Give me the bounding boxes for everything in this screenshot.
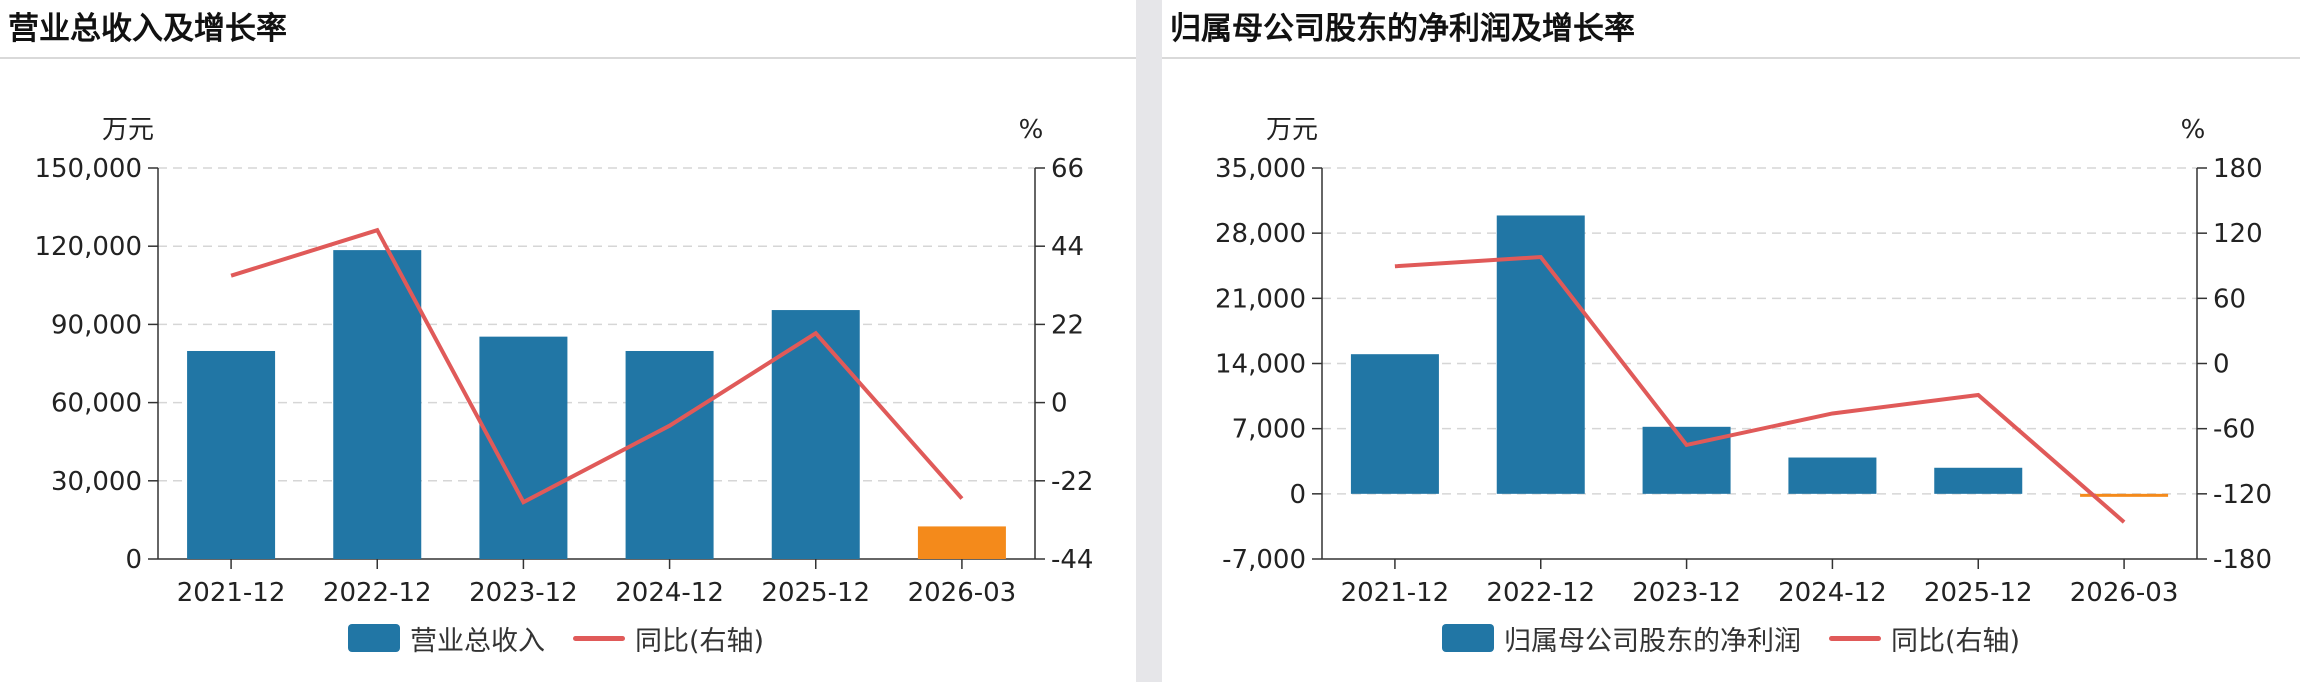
- left-tick-label: 35,000: [1215, 154, 1306, 184]
- left-tick-label: 0: [125, 545, 142, 575]
- chart-legend: 归属母公司股东的净利润 同比(右轴): [1442, 618, 2020, 658]
- right-tick-label: 44: [1051, 232, 1084, 262]
- chart-legend: 营业总收入 同比(右轴): [348, 618, 764, 658]
- revenue-panel: 营业总收入及增长率 万元% 0 30,000 60,000 90,000 120,000 1…: [0, 0, 1136, 682]
- title-divider: [0, 57, 1136, 59]
- title-divider: [1162, 57, 2300, 59]
- left-tick-label: 120,000: [34, 232, 142, 262]
- right-tick-label: 120: [2213, 219, 2263, 249]
- x-tick-label: 2025-12: [1924, 578, 2033, 608]
- left-tick-label: 21,000: [1215, 284, 1306, 314]
- chart-title: 归属母公司股东的净利润及增长率: [1170, 11, 1635, 47]
- x-tick-label: 2024-12: [615, 578, 724, 608]
- chart-title: 营业总收入及增长率: [8, 11, 287, 47]
- right-tick-label: 180: [2213, 154, 2263, 184]
- x-tick-label: 2026-03: [908, 578, 1017, 608]
- growth-line: [1394, 254, 2126, 524]
- bar: [1788, 457, 1877, 494]
- legend-label-line: 同比(右轴): [1891, 625, 2021, 657]
- right-tick-label: -60: [2213, 415, 2255, 445]
- right-tick-label: 66: [1051, 154, 1084, 184]
- left-tick-label: 90,000: [51, 310, 142, 340]
- x-tick-label: 2022-12: [323, 578, 432, 608]
- legend-item-line[interactable]: 同比(右轴): [573, 619, 764, 658]
- net-profit-panel: 归属母公司股东的净利润及增长率 万元% -7,000 0 7,000 14,000 21,…: [1162, 0, 2300, 682]
- x-tick-label: 2021-12: [177, 578, 286, 608]
- right-axis-unit: %: [2181, 115, 2206, 145]
- right-tick-label: -22: [1051, 467, 1093, 497]
- left-axis-unit: 万元: [102, 115, 154, 145]
- x-tick-label: 2026-03: [2070, 578, 2179, 608]
- bar: [1496, 215, 1585, 494]
- bar: [625, 350, 714, 559]
- legend-label-bar: 归属母公司股东的净利润: [1504, 625, 1801, 657]
- bar: [187, 350, 276, 559]
- legend-item-line[interactable]: 同比(右轴): [1829, 619, 2020, 658]
- legend-label-bar: 营业总收入: [410, 625, 545, 657]
- right-tick-label: 60: [2213, 284, 2246, 314]
- x-tick-label: 2023-12: [469, 578, 578, 608]
- right-tick-label: -120: [2213, 480, 2272, 510]
- bar: [1350, 354, 1439, 494]
- x-tick-label: 2023-12: [1632, 578, 1741, 608]
- left-tick-label: -7,000: [1222, 545, 1306, 575]
- legend-item-bar[interactable]: 营业总收入: [348, 619, 545, 658]
- left-tick-label: 7,000: [1232, 415, 1306, 445]
- legend-bar-swatch: [1442, 624, 1494, 652]
- bar: [2080, 493, 2169, 497]
- legend-label-line: 同比(右轴): [635, 625, 765, 657]
- left-tick-label: 150,000: [34, 154, 142, 184]
- bar: [333, 250, 422, 560]
- left-axis-unit: 万元: [1266, 115, 1318, 145]
- left-tick-label: 60,000: [51, 389, 142, 419]
- legend-item-bar[interactable]: 归属母公司股东的净利润: [1442, 619, 1801, 658]
- legend-line-swatch: [573, 635, 625, 641]
- right-tick-label: 0: [2213, 350, 2230, 380]
- x-tick-label: 2021-12: [1341, 578, 1450, 608]
- left-tick-label: 30,000: [51, 467, 142, 497]
- panel-divider: [1136, 0, 1162, 682]
- left-tick-label: 14,000: [1215, 350, 1306, 380]
- x-tick-label: 2025-12: [761, 578, 870, 608]
- growth-line: [230, 227, 964, 505]
- left-tick-label: 28,000: [1215, 219, 1306, 249]
- right-tick-label: 22: [1051, 310, 1084, 340]
- right-tick-label: -44: [1051, 545, 1093, 575]
- net-profit-chart: 万元 % -7,000 0 7,000 14,000 21,000 28,000 35,000 -…: [1215, 115, 2272, 608]
- bar: [771, 310, 860, 559]
- bar: [1934, 467, 2023, 494]
- legend-bar-swatch: [348, 624, 400, 652]
- right-tick-label: 0: [1051, 389, 1068, 419]
- bar: [917, 526, 1006, 559]
- x-tick-label: 2022-12: [1486, 578, 1595, 608]
- right-tick-label: -180: [2213, 545, 2272, 575]
- revenue-chart: 万元 % 0 30,000 60,000 90,000 120,000 150,000 -44 -…: [34, 115, 1093, 608]
- right-axis-unit: %: [1019, 115, 1044, 145]
- x-tick-label: 2024-12: [1778, 578, 1887, 608]
- legend-line-swatch: [1829, 635, 1881, 641]
- left-tick-label: 0: [1289, 480, 1306, 510]
